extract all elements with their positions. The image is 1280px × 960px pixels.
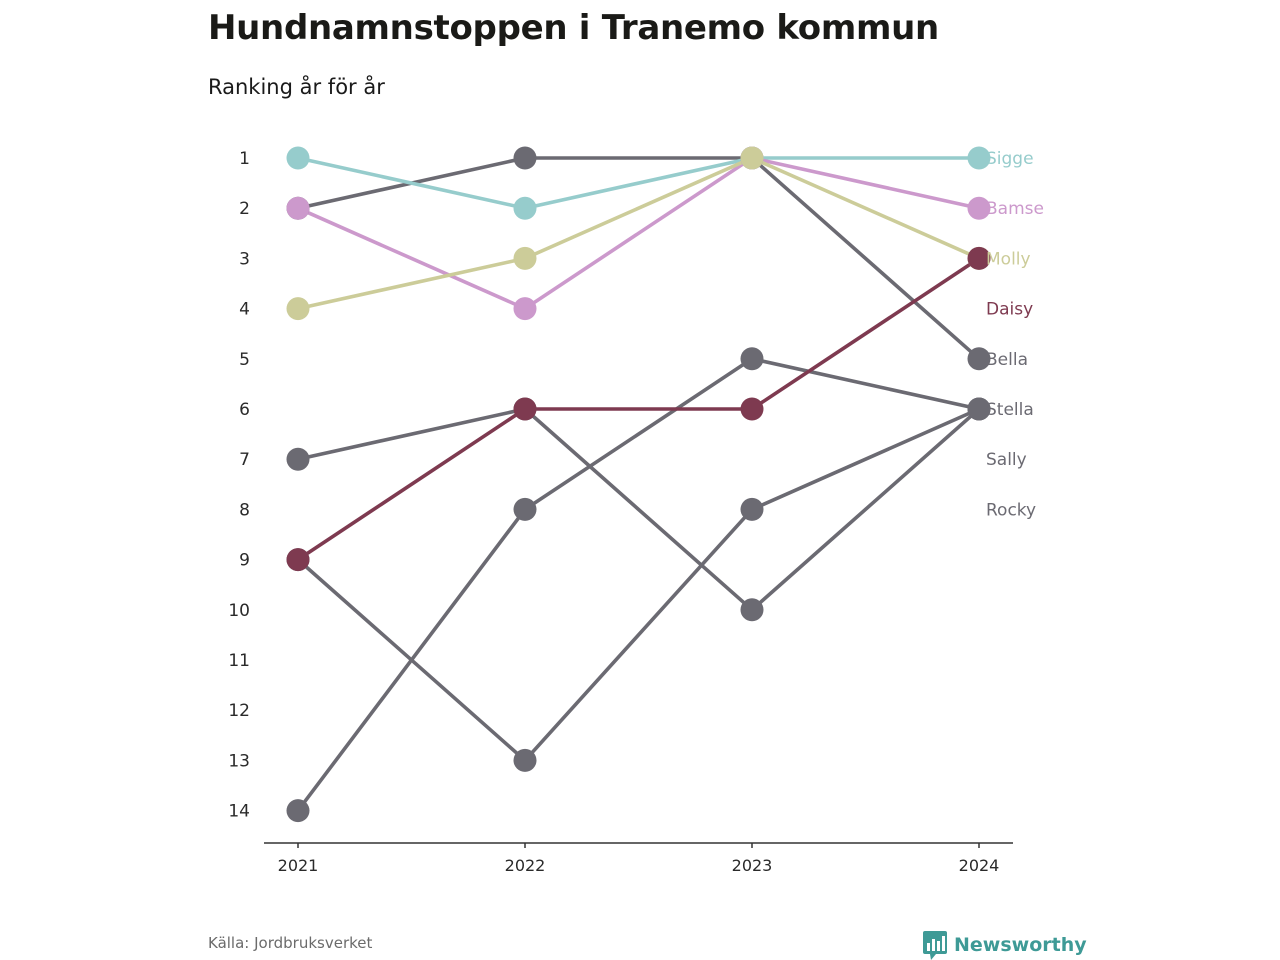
- data-point-bamse: [286, 196, 310, 220]
- y-tick-label: 7: [239, 450, 250, 470]
- y-tick-label: 6: [239, 400, 250, 420]
- data-point-bella: [967, 347, 991, 371]
- data-point-daisy: [967, 246, 991, 270]
- x-tick-label: 2023: [732, 856, 773, 875]
- y-tick-label: 3: [239, 249, 250, 269]
- data-point-daisy: [513, 397, 537, 421]
- data-point-rocky: [513, 497, 537, 521]
- series-label-sally: Sally: [986, 450, 1027, 470]
- series-line-daisy: [297, 256, 980, 562]
- chart-title: Hundnamnstoppen i Tranemo kommun: [208, 8, 939, 48]
- y-tick-label: 8: [239, 500, 250, 520]
- y-tick-label: 11: [228, 651, 250, 671]
- series-label-daisy: Daisy: [986, 300, 1033, 320]
- y-tick-label: 10: [228, 601, 250, 621]
- data-point-rocky: [740, 347, 764, 371]
- y-tick-label: 12: [228, 701, 250, 721]
- data-point-bamse: [513, 297, 537, 321]
- y-tick-label: 1: [239, 149, 250, 169]
- data-point-rocky: [286, 799, 310, 823]
- data-point-stella: [286, 447, 310, 471]
- data-point-molly: [286, 297, 310, 321]
- data-point-rocky: [967, 397, 991, 421]
- chart-subtitle: Ranking år för år: [208, 75, 385, 99]
- series-label-sigge: Sigge: [986, 149, 1034, 169]
- data-point-daisy: [740, 397, 764, 421]
- series-label-bella: Bella: [986, 350, 1028, 370]
- series-line-sigge: [297, 156, 979, 210]
- series-label-stella: Stella: [986, 400, 1034, 420]
- data-point-molly: [740, 146, 764, 170]
- series-line-sally: [296, 407, 980, 763]
- y-tick-label: 14: [228, 802, 250, 822]
- series-line-stella: [297, 407, 981, 612]
- brand-logo: Newsworthy: [922, 930, 1087, 960]
- y-tick-label: 9: [239, 551, 250, 571]
- series-line-rocky: [296, 356, 980, 812]
- data-point-sally: [740, 497, 764, 521]
- series-label-molly: Molly: [986, 249, 1031, 269]
- data-point-bella: [513, 146, 537, 170]
- data-point-sigge: [513, 196, 537, 220]
- bar-chart-icon: [923, 931, 947, 960]
- y-tick-label: 4: [239, 300, 250, 320]
- series-label-rocky: Rocky: [986, 500, 1036, 520]
- y-tick-label: 2: [239, 199, 250, 219]
- source-note: Källa: Jordbruksverket: [208, 934, 373, 952]
- x-tick-label: 2021: [278, 856, 319, 875]
- data-point-bamse: [967, 196, 991, 220]
- series-line-bella: [297, 156, 981, 361]
- data-point-daisy: [286, 548, 310, 572]
- x-tick-label: 2024: [959, 856, 1000, 875]
- data-point-sigge: [967, 146, 991, 170]
- series-line-bamse: [297, 156, 980, 311]
- data-point-sigge: [286, 146, 310, 170]
- y-tick-label: 13: [228, 751, 250, 771]
- data-point-stella: [740, 598, 764, 622]
- x-tick-label: 2022: [505, 856, 546, 875]
- data-point-molly: [513, 246, 537, 270]
- brand-name: Newsworthy: [954, 934, 1087, 956]
- series-line-molly: [297, 156, 980, 311]
- series-label-bamse: Bamse: [986, 199, 1044, 219]
- data-point-sally: [513, 748, 537, 772]
- y-tick-label: 5: [239, 350, 250, 370]
